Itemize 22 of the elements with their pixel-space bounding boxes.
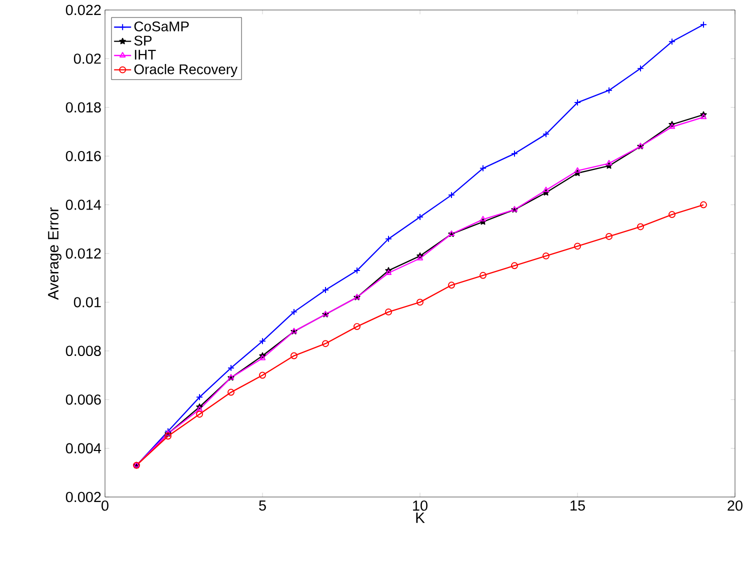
y-tick-label: 0.004 — [66, 443, 102, 454]
y-tick-label: 0.006 — [66, 394, 101, 405]
y-tick-label: 0.022 — [66, 4, 101, 16]
y-tick-label: 0.018 — [66, 102, 101, 113]
y-tick-label: 0.016 — [66, 150, 101, 162]
x-tick-label: 10 — [413, 500, 428, 511]
legend-label: SP — [134, 36, 152, 46]
x-tick-label: 0 — [102, 500, 108, 511]
y-tick-label: 0.002 — [66, 492, 101, 502]
y-axis-title: Average Error — [48, 207, 62, 300]
y-tick-label: 0.014 — [66, 200, 102, 210]
y-tick-label: 0.01 — [74, 297, 101, 308]
legend-label: CoSaMP — [134, 21, 189, 32]
x-tick-label: 5 — [259, 500, 266, 511]
x-tick-label: 20 — [728, 500, 742, 511]
legend-label: IHT — [134, 50, 156, 60]
x-axis-title: K — [416, 512, 425, 523]
legend-label: Oracle Recovery — [134, 64, 238, 78]
y-tick-label: 0.008 — [66, 346, 101, 356]
x-tick-label: 15 — [570, 500, 585, 511]
y-tick-label: 0.012 — [66, 248, 101, 259]
y-tick-label: 0.02 — [74, 54, 101, 64]
